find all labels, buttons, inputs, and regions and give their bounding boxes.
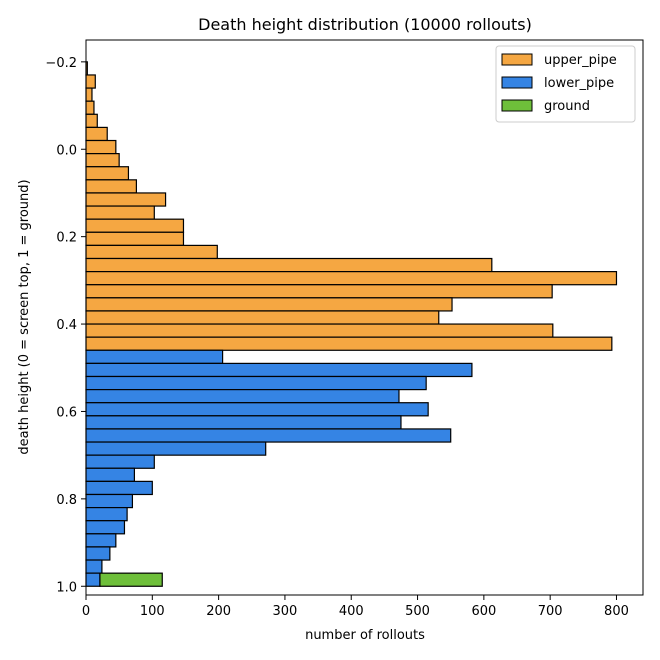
bar-lower-pipe-11 <box>85 493 134 509</box>
y-tick-label: 0.0 <box>56 143 77 158</box>
chart-title: Death height distribution (10000 rollout… <box>198 15 532 34</box>
bar-lower-pipe-7 <box>85 441 267 456</box>
x-tick-label: 200 <box>206 604 231 619</box>
x-axis-label: number of rollouts <box>305 628 425 643</box>
bar-upper-pipe-10 <box>85 192 167 207</box>
bars-layer <box>85 61 618 587</box>
legend-swatch-lower-pipe <box>501 76 533 89</box>
bar-lower-pipe-9 <box>85 467 136 482</box>
bar-lower-pipe-15 <box>85 546 111 561</box>
y-tick-label: 0.6 <box>56 405 77 420</box>
bar-upper-pipe-14 <box>85 244 218 260</box>
bar-ground-0 <box>99 572 163 587</box>
x-tick-label: 0 <box>82 604 90 619</box>
y-tick-label: 1.0 <box>56 580 77 595</box>
y-tick-label: 0.4 <box>56 318 77 333</box>
bar-upper-pipe-6 <box>85 139 117 155</box>
plot-frame <box>85 39 644 596</box>
x-tick-label: 700 <box>538 604 563 619</box>
y-axis-label: death height (0 = screen top, 1 = ground… <box>17 179 32 454</box>
x-tick-label: 800 <box>604 604 629 619</box>
bar-lower-pipe-16 <box>85 559 103 574</box>
bar-upper-pipe-3 <box>85 100 95 115</box>
x-tick-label: 300 <box>273 604 298 619</box>
bar-upper-pipe-18 <box>85 297 453 312</box>
bar-lower-pipe-5 <box>85 415 402 430</box>
bar-upper-pipe-2 <box>85 87 93 102</box>
bar-upper-pipe-7 <box>85 153 120 168</box>
y-tick-label: 0.2 <box>56 231 77 246</box>
bar-lower-pipe-13 <box>85 520 126 535</box>
bar-lower-pipe-14 <box>85 533 117 548</box>
bar-upper-pipe-12 <box>85 218 185 233</box>
x-tick-label: 100 <box>140 604 165 619</box>
legend-label-ground: ground <box>544 99 590 114</box>
bar-lower-pipe-8 <box>85 454 155 469</box>
bar-lower-pipe-12 <box>85 506 128 522</box>
bar-upper-pipe-5 <box>85 126 108 142</box>
bar-lower-pipe-10 <box>85 480 153 496</box>
y-tick-label: −0.2 <box>45 56 77 71</box>
bar-upper-pipe-21 <box>85 336 613 351</box>
bar-upper-pipe-16 <box>85 271 618 286</box>
x-tick-label: 600 <box>471 604 496 619</box>
bar-upper-pipe-15 <box>85 257 493 273</box>
x-tick-label: 500 <box>405 604 430 619</box>
bar-upper-pipe-17 <box>85 284 553 299</box>
y-axis: −0.2 0.0 0.2 0.4 0.6 0.8 1.0 <box>45 56 86 595</box>
legend-label-upper-pipe: upper_pipe <box>544 53 617 68</box>
bar-lower-pipe-0 <box>85 349 224 364</box>
x-axis: 0 100 200 300 400 500 600 700 800 <box>82 595 629 619</box>
bar-upper-pipe-13 <box>85 231 185 246</box>
bar-lower-pipe-2 <box>85 375 427 391</box>
bar-upper-pipe-19 <box>85 310 440 325</box>
bar-upper-pipe-11 <box>85 205 155 220</box>
bar-upper-pipe-8 <box>85 166 130 181</box>
y-tick-label: 0.8 <box>56 493 77 508</box>
bar-upper-pipe-1 <box>85 74 96 89</box>
legend-label-lower-pipe: lower_pipe <box>544 76 614 91</box>
bar-lower-pipe-1 <box>85 362 473 378</box>
bar-upper-pipe-9 <box>85 179 137 194</box>
bar-upper-pipe-4 <box>85 113 98 129</box>
bar-lower-pipe-6 <box>85 428 452 443</box>
bar-lower-pipe-3 <box>85 389 400 404</box>
x-tick-label: 400 <box>339 604 364 619</box>
bar-lower-pipe-17 <box>85 572 101 587</box>
bar-upper-pipe-20 <box>85 323 554 338</box>
bar-lower-pipe-4 <box>85 402 429 417</box>
legend-swatch-upper-pipe <box>501 53 533 66</box>
legend-swatch-ground <box>501 99 533 112</box>
